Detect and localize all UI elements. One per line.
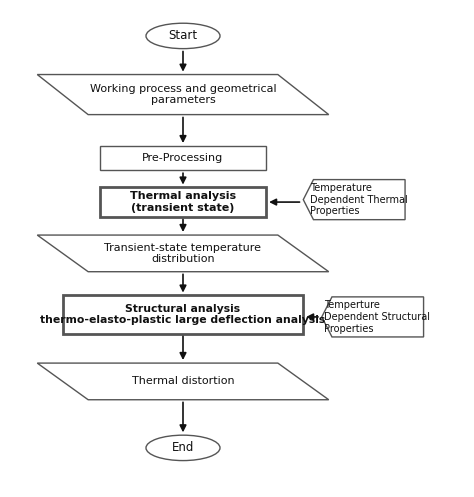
Text: Temperture
Dependent Structural
Properties: Temperture Dependent Structural Properti… xyxy=(324,300,430,333)
Text: Temperature
Dependent Thermal
Properties: Temperature Dependent Thermal Properties xyxy=(310,183,408,216)
Polygon shape xyxy=(37,235,329,272)
Text: End: End xyxy=(172,441,194,454)
Text: Pre-Processing: Pre-Processing xyxy=(142,153,224,163)
FancyBboxPatch shape xyxy=(100,146,266,170)
Text: Structural analysis
thermo-elasto-plastic large deflection analysis: Structural analysis thermo-elasto-plasti… xyxy=(40,304,326,325)
Polygon shape xyxy=(303,179,405,220)
Text: Thermal distortion: Thermal distortion xyxy=(132,376,234,386)
Polygon shape xyxy=(37,363,329,400)
Text: Working process and geometrical
parameters: Working process and geometrical paramete… xyxy=(90,84,276,105)
Text: Start: Start xyxy=(168,29,198,42)
Text: Transient-state temperature
distribution: Transient-state temperature distribution xyxy=(104,243,262,264)
FancyBboxPatch shape xyxy=(100,187,266,217)
Polygon shape xyxy=(322,297,424,337)
FancyBboxPatch shape xyxy=(63,295,303,333)
Polygon shape xyxy=(37,75,329,115)
Ellipse shape xyxy=(146,23,220,49)
Text: Thermal analysis
(transient state): Thermal analysis (transient state) xyxy=(130,191,236,213)
Ellipse shape xyxy=(146,435,220,461)
